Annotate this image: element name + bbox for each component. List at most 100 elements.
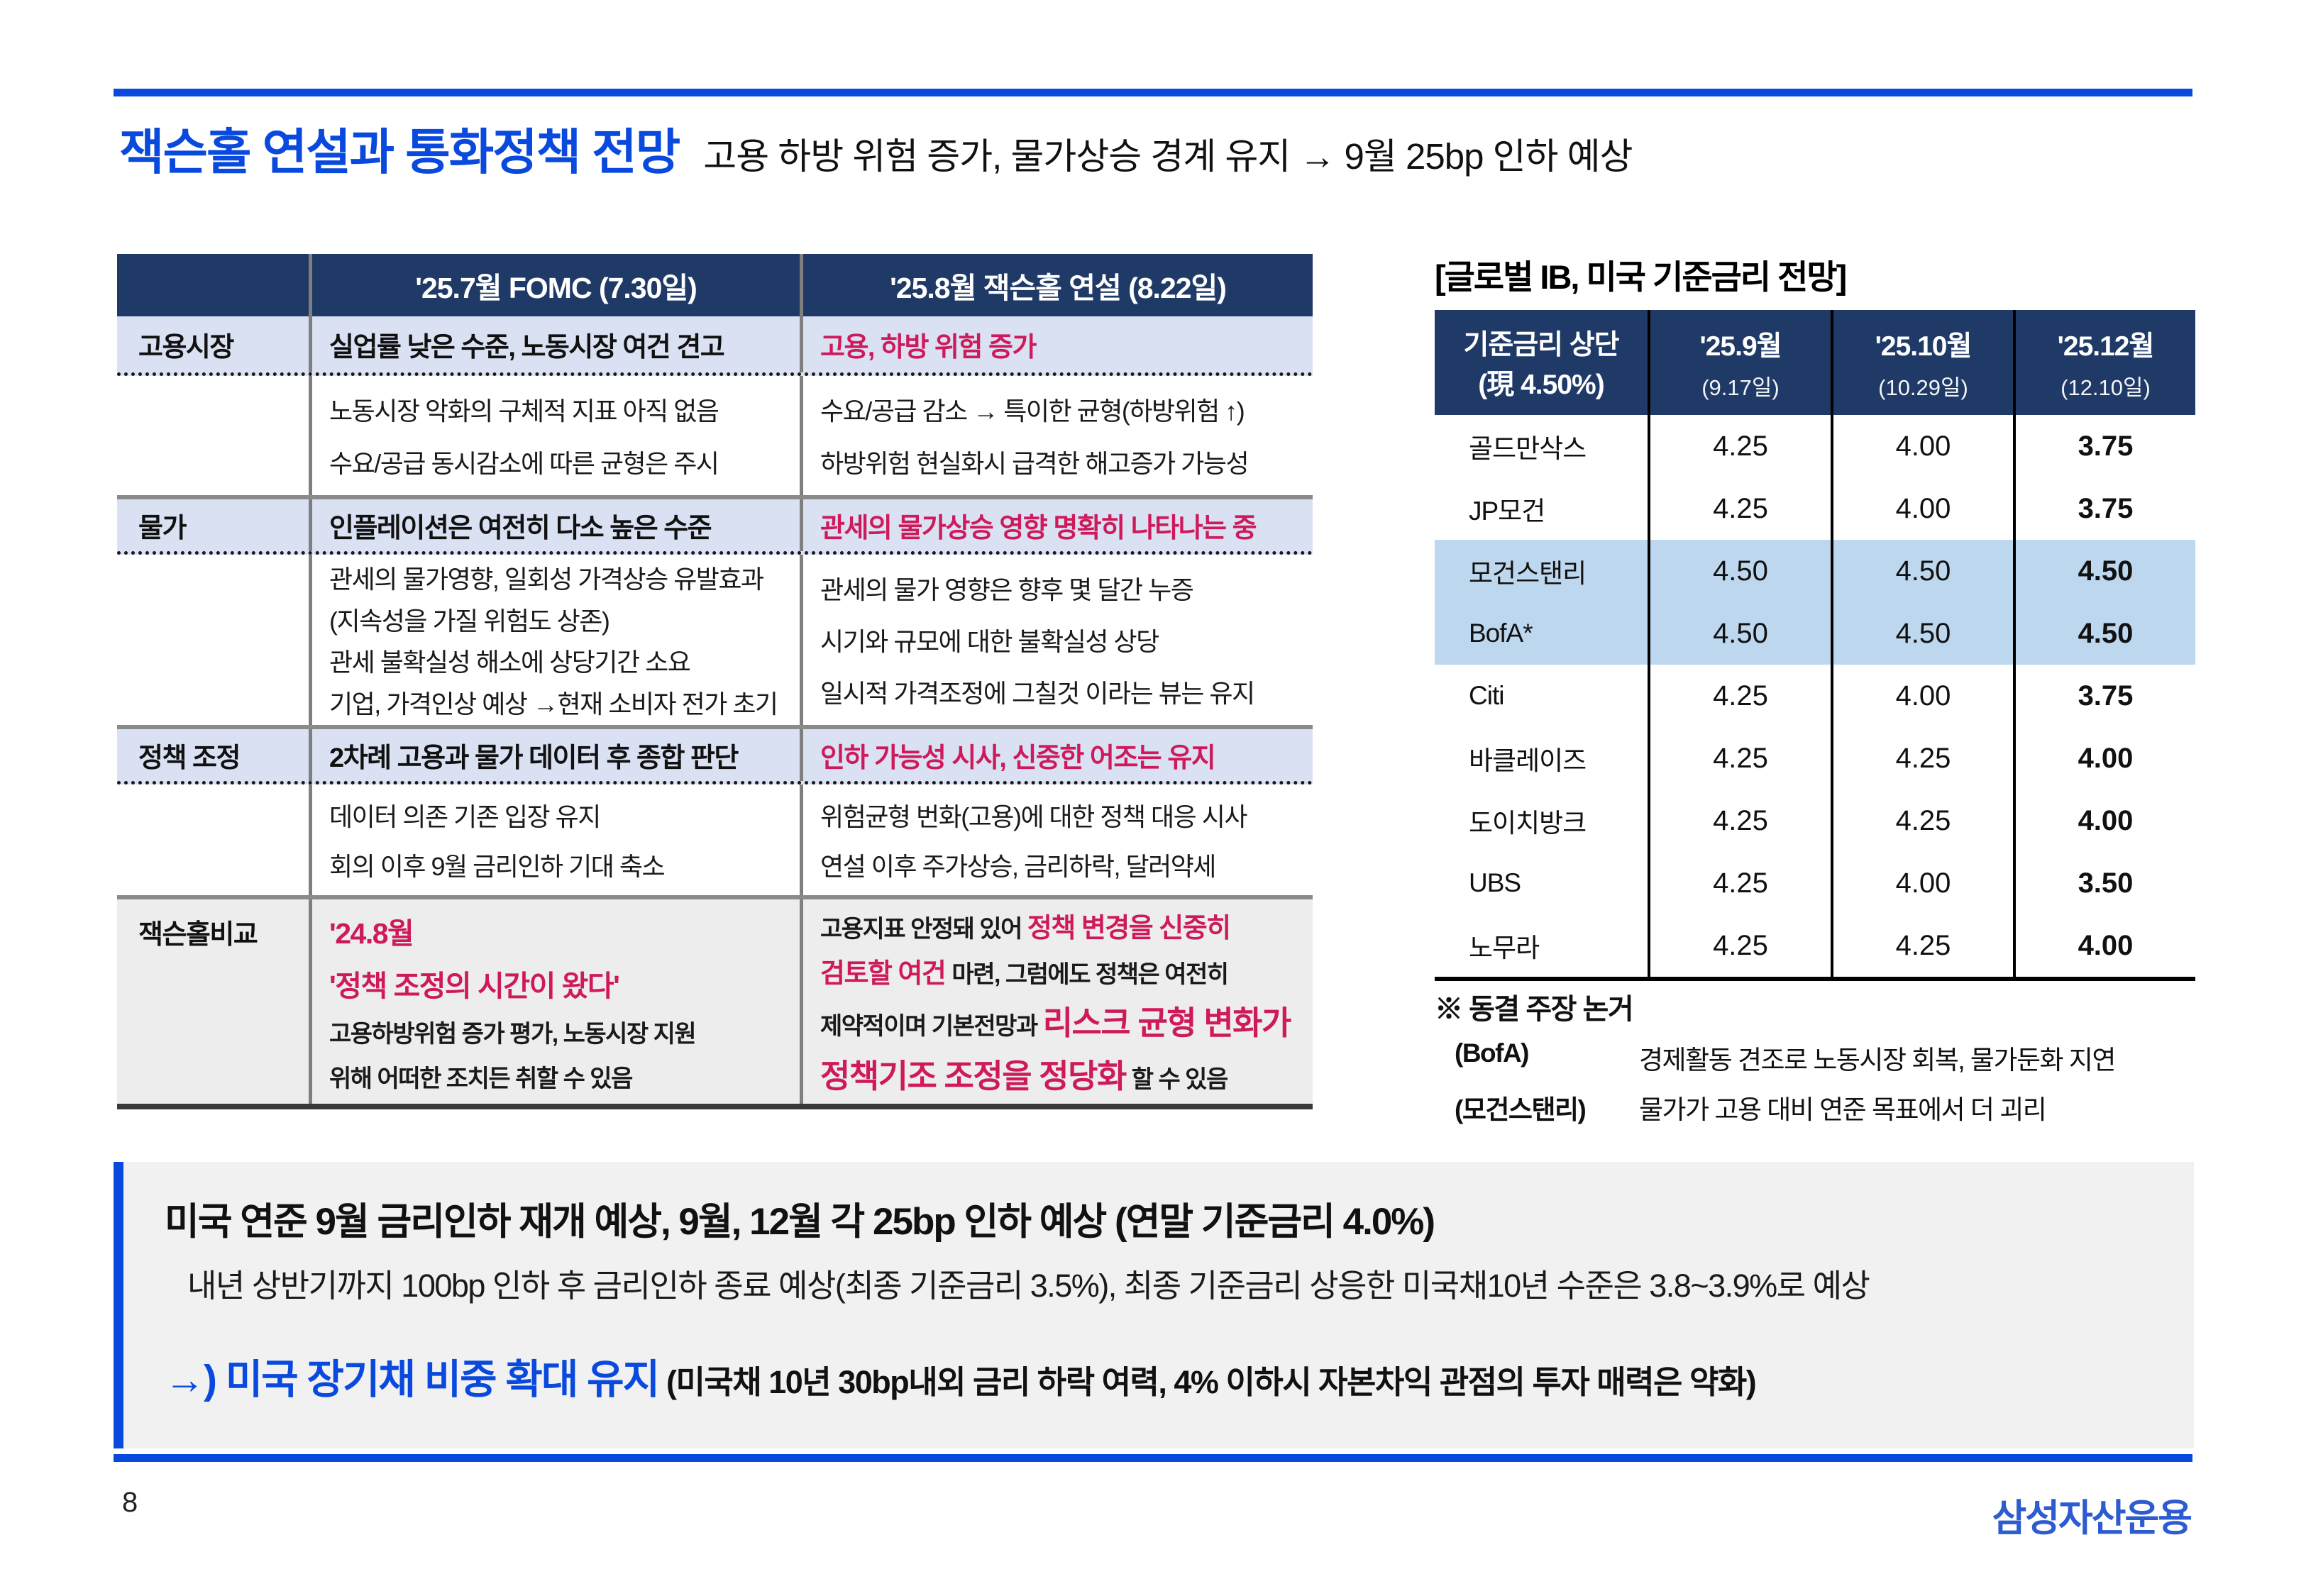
summary-detail: 내년 상반기까지 100bp 인하 후 금리인하 종료 예상(최종 기준금리 3…	[187, 1268, 1870, 1304]
text-pink: 리스크 균형 변화가	[1042, 1004, 1292, 1041]
month-header-sep: '25.9월 (9.17일)	[1648, 310, 1831, 415]
rate-oct: 4.00	[1831, 665, 2013, 727]
row-label: 고용시장	[138, 333, 234, 362]
text-black: 고용지표 안정돼 있어	[820, 916, 1027, 943]
rate-sep: 4.25	[1648, 415, 1831, 477]
table-row-highlighted: 모건스탠리 4.50 4.50 4.50	[1435, 540, 2195, 602]
section-jacksonhole-comparison: 잭슨홀비교 '24.8월 '정책 조정의 시간이 왔다' 고용하방위험 증가 평…	[117, 895, 1313, 1109]
label-spacer	[117, 555, 309, 725]
jh-details: 관세의 물가 영향은 향후 몇 달간 누증 시기와 규모에 대한 불확실성 상당…	[800, 555, 1313, 725]
rate-label-cell: 기준금리 상단 (現 4.50%)	[1435, 310, 1648, 415]
summary-action: →) 미국 장기채 비중 확대 유지 (미국채 10년 30bp내외 금리 하락…	[165, 1347, 2194, 1405]
footnote-text: 물가가 고용 대비 연준 목표에서 더 괴리	[1639, 1095, 2047, 1124]
section-body-policy: 데이터 의존 기존 입장 유지 회의 이후 9월 금리인하 기대 축소 위험균형…	[117, 785, 1313, 895]
label-spacer	[117, 376, 309, 495]
section-head-employment: 고용시장 실업률 낮은 수준, 노동시장 여건 견고 고용, 하방 위험 증가	[117, 316, 1313, 376]
footnote-bank: (모건스탠리)	[1455, 1095, 1587, 1124]
fomc-jackson-table: '25.7월 FOMC (7.30일) '25.8월 잭슨홀 연설 (8.22일…	[117, 254, 1313, 1109]
rate-sep: 4.25	[1648, 914, 1831, 977]
rate-sep: 4.25	[1648, 665, 1831, 727]
rate-oct: 4.25	[1831, 789, 2013, 852]
date: (10.29일)	[1878, 375, 1968, 400]
detail-line: 관세의 물가영향, 일회성 가격상승 유발효과	[329, 565, 764, 594]
jh-summary: 관세의 물가상승 영향 명확히 나타나는 중	[800, 499, 1313, 551]
fomc-summary: 실업률 낮은 수준, 노동시장 여건 견고	[309, 316, 800, 372]
text-black: 마련, 그럼에도 정책은 여전히	[951, 961, 1229, 989]
rate-sep: 4.25	[1648, 727, 1831, 789]
detail-line: 수요/공급 동시감소에 따른 균형은 주시	[329, 448, 719, 478]
rate-dec: 3.50	[2013, 852, 2195, 914]
label-spacer	[117, 785, 309, 895]
rate-table-footnote: ※ 동결 주장 논거 (BofA) 경제활동 견조로 노동시장 회복, 물가둔화…	[1435, 986, 2229, 1126]
detail-line: 데이터 의존 기존 입장 유지	[329, 802, 601, 832]
comparison-2024: '24.8월 '정책 조정의 시간이 왔다' 고용하방위험 증가 평가, 노동시…	[309, 899, 800, 1104]
bottom-accent-bar	[114, 1454, 2192, 1462]
detail-line: 고용하방위험 증가 평가, 노동시장 지원	[329, 1021, 697, 1048]
detail-line: 고용지표 안정돼 있어 정책 변경을 신중히	[820, 906, 1313, 945]
rate-sep: 4.25	[1648, 477, 1831, 540]
rate-forecast-table: 기준금리 상단 (現 4.50%) '25.9월 (9.17일) '25.10월…	[1435, 310, 2195, 981]
detail-line: '정책 조정의 시간이 왔다'	[329, 970, 620, 1002]
bank-name: Citi	[1469, 681, 1504, 710]
bank-name: 도이치방크	[1469, 809, 1587, 838]
row-label: 잭슨홀비교	[117, 899, 309, 1104]
detail-line: 정책기조 조정을 정당화 할 수 있음	[820, 1051, 1313, 1097]
detail-line: 회의 이후 9월 금리인하 기대 축소	[329, 851, 666, 881]
rate-sep: 4.50	[1648, 602, 1831, 665]
section-body-employment: 노동시장 악화의 구체적 지표 아직 없음 수요/공급 동시감소에 따른 균형은…	[117, 376, 1313, 495]
rate-dec: 3.75	[2013, 477, 2195, 540]
fomc-details: 관세의 물가영향, 일회성 가격상승 유발효과 (지속성을 가질 위험도 상존)…	[309, 555, 800, 725]
rate-sep: 4.25	[1648, 852, 1831, 914]
footnote-item: (BofA) 경제활동 견조로 노동시장 회복, 물가둔화 지연	[1435, 1038, 2229, 1077]
summary-action-note: (미국채 10년 30bp내외 금리 하락 여력, 4% 이하시 자본차익 관점…	[658, 1364, 1757, 1400]
detail-line: '24.8월	[329, 917, 414, 950]
detail-line: 시기와 규모에 대한 불확실성 상당	[820, 627, 1159, 656]
detail-line: 연설 이후 주가상승, 금리하락, 달러약세	[820, 851, 1216, 881]
footnote-title: ※ 동결 주장 논거	[1435, 994, 1634, 1025]
rate-dec: 4.50	[2013, 602, 2195, 665]
rate-dec: 4.50	[2013, 540, 2195, 602]
month: '25.9월	[1699, 331, 1782, 362]
detail-line: 일시적 가격조정에 그칠것 이라는 뷰는 유지	[820, 679, 1255, 708]
rate-dec: 4.00	[2013, 727, 2195, 789]
bank-name: UBS	[1469, 868, 1521, 897]
text-pink: 정책기조 조정을 정당화	[820, 1057, 1127, 1095]
month: '25.10월	[1875, 331, 1973, 362]
footnote-bank: (BofA)	[1455, 1038, 1530, 1068]
rate-dec: 3.75	[2013, 415, 2195, 477]
rate-sep: 4.25	[1648, 789, 1831, 852]
section-body-inflation: 관세의 물가영향, 일회성 가격상승 유발효과 (지속성을 가질 위험도 상존)…	[117, 555, 1313, 725]
text-pink: 검토할 여건	[820, 959, 952, 990]
text-pink: 정책 변경을 신중히	[1027, 914, 1231, 944]
rate-dec: 3.75	[2013, 665, 2195, 727]
jh-details: 수요/공급 감소 → 특이한 균형(하방위험 ↑) 하방위험 현실화시 급격한 …	[800, 376, 1313, 495]
table-row: JP모건 4.25 4.00 3.75	[1435, 477, 2195, 540]
detail-line: 기업, 가격인상 예상 →현재 소비자 전가 초기	[329, 689, 778, 719]
table-row: UBS 4.25 4.00 3.50	[1435, 852, 2195, 914]
table-row: 노무라 4.25 4.25 4.00	[1435, 914, 2195, 977]
month-header-oct: '25.10월 (10.29일)	[1831, 310, 2013, 415]
row-label: 물가	[138, 514, 187, 543]
page-subtitle: 고용 하방 위험 증가, 물가상승 경계 유지 → 9월 25bp 인하 예상	[703, 136, 1633, 177]
fomc-summary: 인플레이션은 여전히 다소 높은 수준	[309, 499, 800, 551]
month-header-dec: '25.12월 (12.10일)	[2013, 310, 2195, 415]
top-accent-bar	[114, 89, 2192, 96]
detail-line: (지속성을 가질 위험도 상존)	[329, 606, 610, 636]
bank-name: 노무라	[1469, 933, 1540, 963]
fomc-details: 데이터 의존 기존 입장 유지 회의 이후 9월 금리인하 기대 축소	[309, 785, 800, 895]
detail-line: 관세 불확실성 해소에 상당기간 소요	[329, 648, 691, 677]
page-title: 잭슨홀 연설과 통화정책 전망	[119, 125, 680, 179]
detail-line: 위해 어떠한 조치든 취할 수 있음	[329, 1065, 633, 1092]
month: '25.12월	[2057, 331, 2155, 362]
rate-oct: 4.25	[1831, 727, 2013, 789]
detail-line: 관세의 물가 영향은 향후 몇 달간 누증	[820, 575, 1194, 604]
detail-line: 위험균형 번화(고용)에 대한 정책 대응 시사	[820, 802, 1248, 832]
date: (9.17일)	[1701, 375, 1780, 400]
bank-name: 모건스탠리	[1469, 559, 1587, 588]
text-black: 할 수 있음	[1125, 1065, 1229, 1093]
summary-box: 미국 연준 9월 금리인하 재개 예상, 9월, 12월 각 25bp 인하 예…	[114, 1162, 2194, 1448]
footnote-text: 경제활동 견조로 노동시장 회복, 물가둔화 지연	[1639, 1046, 2116, 1075]
bank-name: 골드만삭스	[1469, 434, 1587, 463]
rate-oct: 4.25	[1831, 914, 2013, 977]
